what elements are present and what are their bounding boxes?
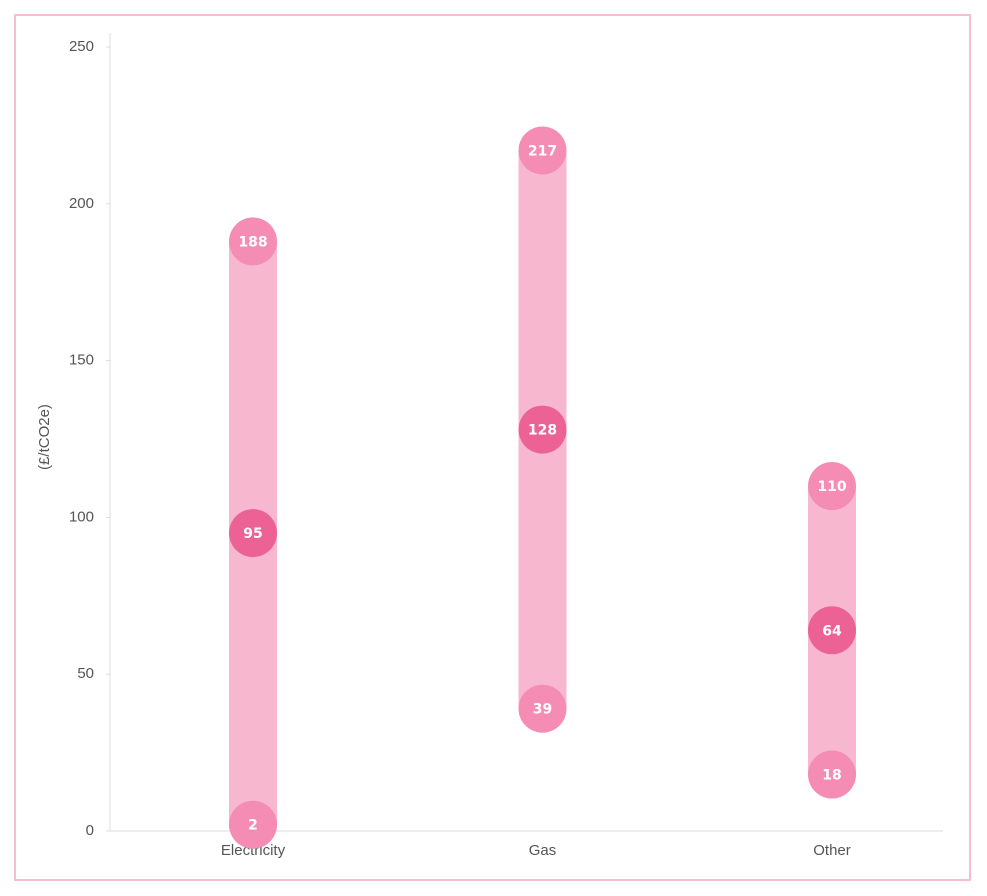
point: [808, 750, 856, 799]
y-axis-label: (£/tCO2e): [36, 404, 53, 470]
point: [229, 800, 277, 849]
chart-border: [14, 14, 971, 881]
data-label: 95: [243, 526, 262, 542]
y-tick-label: 50: [77, 665, 94, 682]
data-label: 2: [248, 818, 258, 834]
data-label: 110: [817, 479, 846, 495]
y-tick-label: 100: [69, 508, 94, 525]
data-label: 18: [822, 768, 841, 784]
y-tick-label: 200: [69, 195, 94, 212]
x-tick-label: Other: [813, 842, 851, 859]
point: [229, 509, 277, 558]
data-label: 188: [238, 234, 267, 250]
point: [229, 217, 277, 266]
y-tick-label: 150: [69, 352, 94, 369]
point: [808, 462, 856, 511]
data-label: 128: [528, 423, 557, 439]
data-label: 217: [528, 143, 557, 159]
point: [518, 405, 567, 454]
point: [808, 606, 856, 655]
data-label: 64: [822, 623, 842, 639]
data-label: 39: [533, 702, 552, 718]
point: [518, 684, 567, 733]
x-tick-label: Gas: [529, 842, 557, 859]
y-tick-label: 0: [86, 822, 94, 839]
x-tick-label: Electricity: [221, 842, 286, 859]
point: [518, 126, 567, 175]
y-tick-label: 250: [69, 38, 94, 55]
